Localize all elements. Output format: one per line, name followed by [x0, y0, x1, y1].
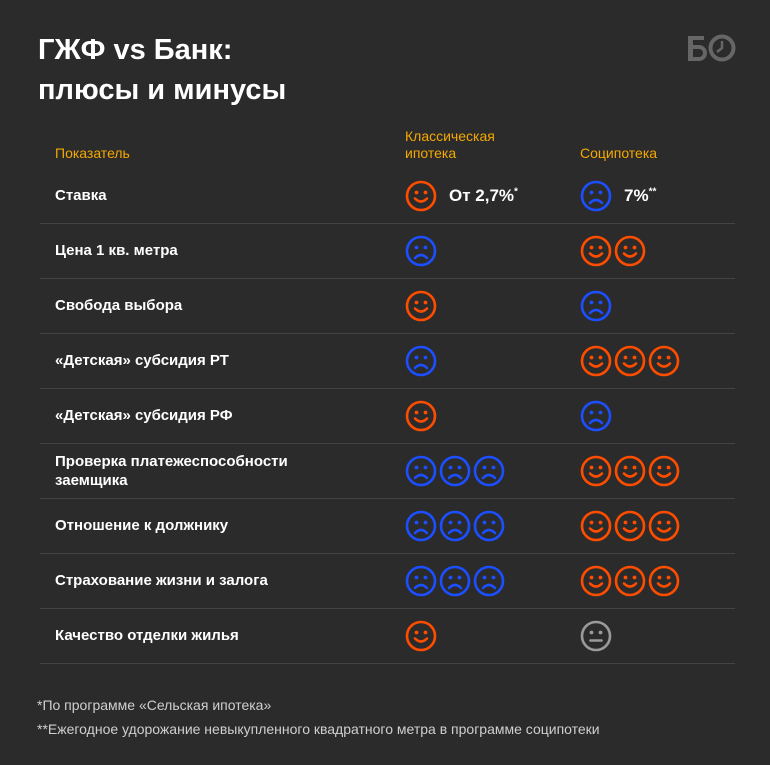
classic-rating	[405, 388, 437, 443]
social-rating: 7%**	[580, 168, 656, 223]
smile-face-icon	[648, 565, 680, 596]
title-line-1: ГЖФ vs Банк:	[38, 34, 233, 66]
table-row: «Детская» субсидия РТ	[40, 333, 735, 389]
smile-face-icon	[614, 510, 646, 541]
row-label: Отношение к должнику	[55, 517, 229, 534]
row-label: Свобода выбора	[55, 297, 183, 314]
header-classic-line-1: Классическая	[405, 128, 495, 144]
sad-face-icon	[405, 565, 437, 596]
footnote-1: *По программе «Сельская ипотека»	[37, 697, 272, 713]
smile-face-icon	[614, 455, 646, 486]
footnote-2: **Ежегодное удорожание невыкупленного кв…	[37, 721, 600, 737]
social-rating	[580, 443, 680, 498]
sad-face-icon	[405, 345, 437, 376]
smile-face-icon	[405, 290, 437, 321]
row-label: Качество отделки жилья	[55, 627, 239, 644]
sad-face-icon	[580, 400, 612, 431]
row-label: «Детская» субсидия РТ	[55, 352, 229, 369]
bo-logo	[688, 34, 736, 62]
header-indicator: Показатель	[55, 145, 130, 161]
header-classic-line-2: ипотека	[405, 145, 457, 161]
smile-face-icon	[405, 400, 437, 431]
smile-face-icon	[580, 455, 612, 486]
smile-face-icon	[648, 510, 680, 541]
social-rating	[580, 333, 680, 388]
social-rating	[580, 553, 680, 608]
sad-face-icon	[405, 510, 437, 541]
social-rating	[580, 223, 646, 278]
smile-face-icon	[405, 620, 437, 651]
header-classic: Классическая ипотека	[405, 128, 495, 162]
rate-text: От 2,7%	[449, 185, 515, 205]
social-rating	[580, 608, 612, 663]
footnote-mark: **	[648, 185, 657, 197]
classic-rating: От 2,7%*	[405, 168, 518, 223]
classic-rating	[405, 278, 437, 333]
sad-face-icon	[580, 290, 612, 321]
classic-rate-value: От 2,7%*	[449, 186, 518, 206]
row-label: Страхование жизни и залога	[55, 572, 268, 589]
social-rating	[580, 278, 612, 333]
smile-face-icon	[648, 455, 680, 486]
neutral-face-icon	[580, 620, 612, 651]
sad-face-icon	[405, 455, 437, 486]
sad-face-icon	[439, 455, 471, 486]
row-label: «Детская» субсидия РФ	[55, 407, 233, 424]
page-title: ГЖФ vs Банк: плюсы и минусы	[38, 30, 286, 110]
classic-rating	[405, 443, 505, 498]
table-row: Отношение к должнику	[40, 498, 735, 554]
social-rate-value: 7%**	[624, 186, 656, 206]
table-row: Страхование жизни и залога	[40, 553, 735, 609]
table-row: Качество отделки жилья	[40, 608, 735, 664]
row-label: Ставка	[55, 187, 107, 204]
smile-face-icon	[580, 565, 612, 596]
table-row: Свобода выбора	[40, 278, 735, 334]
classic-rating	[405, 498, 505, 553]
rate-text: 7%	[624, 185, 649, 205]
smile-face-icon	[580, 510, 612, 541]
smile-face-icon	[405, 180, 437, 211]
sad-face-icon	[405, 235, 437, 266]
classic-rating	[405, 223, 437, 278]
sad-face-icon	[439, 565, 471, 596]
social-rating	[580, 388, 612, 443]
table-row: «Детская» субсидия РФ	[40, 388, 735, 444]
footnote-mark: *	[514, 185, 518, 197]
smile-face-icon	[614, 345, 646, 376]
social-rating	[580, 498, 680, 553]
row-label: Цена 1 кв. метра	[55, 242, 178, 259]
sad-face-icon	[473, 565, 505, 596]
smile-face-icon	[580, 235, 612, 266]
smile-face-icon	[614, 235, 646, 266]
sad-face-icon	[473, 455, 505, 486]
table-row: Проверка платежеспособности заемщика	[40, 443, 735, 499]
sad-face-icon	[473, 510, 505, 541]
header-social: Соципотека	[580, 145, 658, 161]
smile-face-icon	[648, 345, 680, 376]
classic-rating	[405, 553, 505, 608]
table-row: Цена 1 кв. метра	[40, 223, 735, 279]
classic-rating	[405, 608, 437, 663]
row-label: Проверка платежеспособности заемщика	[55, 452, 288, 489]
sad-face-icon	[439, 510, 471, 541]
smile-face-icon	[614, 565, 646, 596]
classic-rating	[405, 333, 437, 388]
smile-face-icon	[580, 345, 612, 376]
title-line-2: плюсы и минусы	[38, 74, 287, 106]
footnotes: *По программе «Сельская ипотека» **Ежего…	[37, 693, 600, 741]
table-row: Ставка От 2,7%* 7%**	[40, 168, 735, 224]
sad-face-icon	[580, 180, 612, 211]
